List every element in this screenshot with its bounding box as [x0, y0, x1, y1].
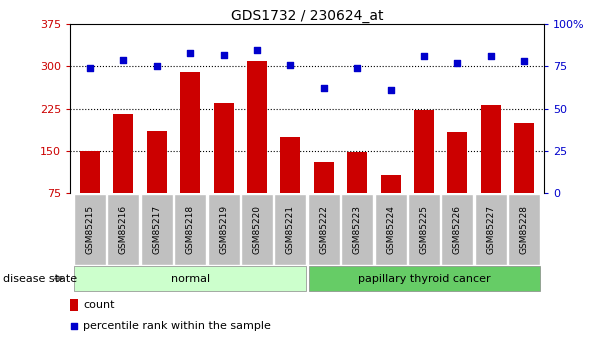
Bar	[70, 299, 78, 311]
FancyBboxPatch shape	[74, 194, 106, 265]
Bar	[514, 123, 534, 193]
FancyBboxPatch shape	[408, 194, 440, 265]
FancyBboxPatch shape	[308, 194, 340, 265]
Text: GSM85217: GSM85217	[152, 205, 161, 254]
Point	[352, 65, 362, 71]
Bar	[247, 61, 267, 193]
Point	[419, 53, 429, 59]
Bar	[414, 110, 434, 193]
Point	[452, 60, 462, 66]
Text: GSM85222: GSM85222	[319, 205, 328, 254]
Bar	[113, 114, 133, 193]
FancyBboxPatch shape	[207, 194, 240, 265]
Text: GSM85227: GSM85227	[486, 205, 496, 254]
Text: normal: normal	[171, 274, 210, 284]
Title: GDS1732 / 230624_at: GDS1732 / 230624_at	[231, 9, 383, 23]
FancyBboxPatch shape	[475, 194, 506, 265]
FancyBboxPatch shape	[140, 194, 173, 265]
Point	[319, 86, 328, 91]
Point	[252, 47, 262, 52]
Point	[219, 52, 229, 57]
Bar	[347, 152, 367, 193]
Point	[286, 62, 295, 68]
Point	[385, 87, 395, 93]
Text: count: count	[83, 300, 114, 310]
Text: GSM85223: GSM85223	[353, 205, 362, 254]
FancyBboxPatch shape	[74, 266, 306, 291]
Bar	[381, 175, 401, 193]
Text: GSM85226: GSM85226	[453, 205, 462, 254]
FancyBboxPatch shape	[341, 194, 373, 265]
Text: GSM85219: GSM85219	[219, 205, 228, 254]
Point	[69, 323, 78, 329]
Text: disease state: disease state	[3, 274, 77, 284]
Point	[185, 50, 195, 56]
Text: GSM85224: GSM85224	[386, 205, 395, 254]
Point	[119, 57, 128, 62]
FancyBboxPatch shape	[274, 194, 306, 265]
Text: GSM85228: GSM85228	[520, 205, 528, 254]
Text: GSM85221: GSM85221	[286, 205, 295, 254]
Bar	[180, 72, 200, 193]
FancyBboxPatch shape	[108, 194, 139, 265]
Text: GSM85216: GSM85216	[119, 205, 128, 254]
Bar	[447, 132, 468, 193]
Bar	[213, 103, 233, 193]
FancyBboxPatch shape	[508, 194, 540, 265]
Bar	[147, 131, 167, 193]
Text: GSM85225: GSM85225	[420, 205, 429, 254]
Bar	[280, 137, 300, 193]
FancyBboxPatch shape	[441, 194, 474, 265]
Text: papillary thyroid cancer: papillary thyroid cancer	[358, 274, 490, 284]
Point	[85, 65, 95, 71]
Bar	[80, 151, 100, 193]
Bar	[314, 162, 334, 193]
FancyBboxPatch shape	[174, 194, 206, 265]
Point	[152, 63, 162, 69]
FancyBboxPatch shape	[309, 266, 540, 291]
FancyBboxPatch shape	[375, 194, 407, 265]
Text: GSM85218: GSM85218	[185, 205, 195, 254]
Bar	[481, 105, 501, 193]
Text: percentile rank within the sample: percentile rank within the sample	[83, 321, 271, 331]
Text: GSM85215: GSM85215	[86, 205, 94, 254]
Text: GSM85220: GSM85220	[252, 205, 261, 254]
Point	[519, 59, 529, 64]
FancyBboxPatch shape	[241, 194, 273, 265]
Point	[486, 53, 496, 59]
